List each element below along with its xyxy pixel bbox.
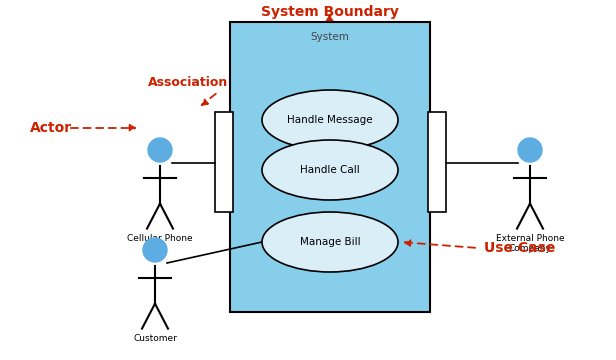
Ellipse shape (262, 212, 398, 272)
Text: Handle Message: Handle Message (287, 115, 373, 125)
Text: External Phone
Company: External Phone Company (496, 234, 564, 253)
Bar (428, 112, 446, 212)
Bar (230, 22, 430, 312)
Text: Customer: Customer (133, 334, 177, 343)
Bar (215, 112, 233, 212)
Text: Manage Bill: Manage Bill (300, 237, 360, 247)
Text: Handle Call: Handle Call (300, 165, 360, 175)
Circle shape (143, 238, 167, 262)
Ellipse shape (262, 140, 398, 200)
Text: System Boundary: System Boundary (261, 5, 399, 19)
Text: Use Case: Use Case (484, 241, 556, 255)
Text: Association: Association (148, 76, 228, 89)
Text: Actor: Actor (30, 121, 72, 135)
Circle shape (518, 138, 542, 162)
Text: System: System (310, 32, 349, 42)
Text: Cellular Phone: Cellular Phone (127, 234, 193, 243)
Ellipse shape (262, 90, 398, 150)
Circle shape (148, 138, 172, 162)
